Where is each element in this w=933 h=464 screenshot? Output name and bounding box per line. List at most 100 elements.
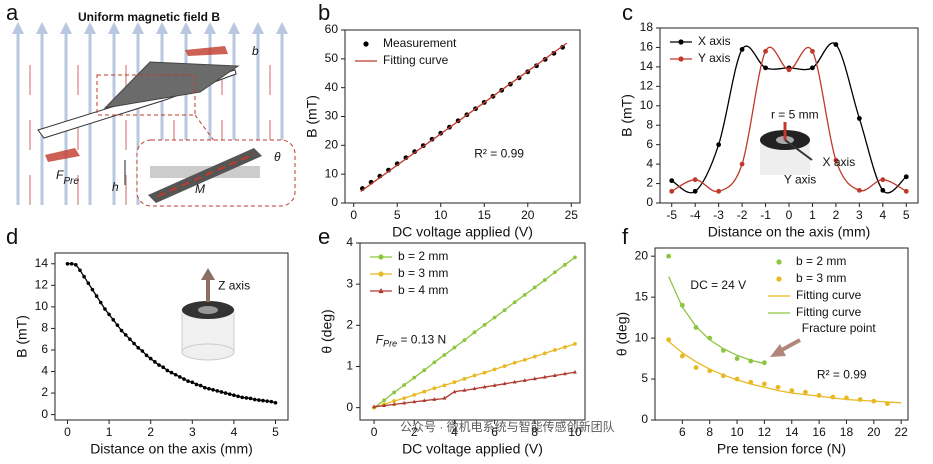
y-tick-label: 6 bbox=[646, 137, 653, 151]
marker bbox=[157, 363, 161, 367]
panel-label: e bbox=[318, 224, 330, 249]
marker bbox=[692, 177, 698, 183]
y-tick-label: 1 bbox=[346, 359, 353, 373]
marker bbox=[563, 262, 567, 267]
y-tick-label: 50 bbox=[325, 51, 339, 65]
annotation: R² = 0.99 bbox=[817, 367, 867, 381]
marker bbox=[472, 373, 477, 378]
marker bbox=[422, 389, 427, 394]
x-tick-label: 1 bbox=[106, 425, 113, 439]
marker bbox=[261, 398, 265, 403]
annotation: r = 5 mm bbox=[771, 108, 819, 122]
marker bbox=[762, 381, 767, 387]
x-tick-label: 5 bbox=[903, 208, 910, 222]
y-axis-title: B (mT) bbox=[304, 95, 320, 138]
y-tick-label: 60 bbox=[325, 22, 339, 36]
x-tick-label: 2 bbox=[833, 208, 840, 222]
annotation-subscript: Pre bbox=[383, 339, 397, 349]
fracture-arrow bbox=[770, 338, 801, 357]
marker bbox=[265, 399, 269, 403]
marker bbox=[378, 271, 384, 277]
marker bbox=[563, 345, 567, 350]
marker bbox=[452, 345, 457, 350]
marker bbox=[789, 388, 795, 393]
marker bbox=[98, 300, 103, 305]
zoom-box bbox=[96, 74, 196, 116]
marker bbox=[402, 383, 407, 387]
series-line bbox=[668, 340, 902, 404]
zoom-line bbox=[194, 114, 216, 143]
y-tick-label: 8 bbox=[646, 117, 653, 131]
marker bbox=[186, 379, 190, 384]
y-axis-title: θ (deg) bbox=[614, 312, 630, 356]
marker bbox=[432, 360, 437, 365]
marker bbox=[763, 65, 768, 71]
marker bbox=[86, 281, 91, 285]
marker bbox=[880, 187, 886, 193]
marker bbox=[240, 395, 245, 400]
x-tick-label: 3 bbox=[189, 425, 196, 439]
y-tick-label: 12 bbox=[35, 277, 49, 291]
x-tick-label: 1 bbox=[809, 208, 816, 222]
marker bbox=[734, 356, 740, 361]
marker bbox=[252, 397, 257, 402]
marker bbox=[492, 367, 497, 372]
marker bbox=[412, 392, 417, 397]
x-tick-label: 8 bbox=[531, 425, 538, 439]
x-tick-label: 14 bbox=[785, 425, 799, 439]
x-axis-title: Pre tension force (N) bbox=[717, 441, 846, 457]
y-tick-label: 10 bbox=[635, 330, 649, 344]
series-line bbox=[360, 42, 568, 192]
marker bbox=[857, 397, 863, 402]
x-tick-label: -2 bbox=[737, 208, 748, 222]
marker bbox=[442, 383, 447, 388]
marker bbox=[716, 188, 722, 194]
x-tick-label: 5 bbox=[394, 208, 401, 222]
marker bbox=[107, 312, 111, 317]
marker bbox=[115, 323, 120, 327]
marker bbox=[856, 187, 862, 193]
marker bbox=[248, 396, 253, 401]
x-tick-label: 20 bbox=[521, 208, 535, 222]
y-tick-label: 15 bbox=[635, 289, 649, 303]
panel-label: a bbox=[6, 0, 19, 25]
marker bbox=[522, 358, 527, 362]
marker bbox=[462, 338, 467, 343]
marker bbox=[552, 373, 557, 377]
annotation: FPre = 0.13 N bbox=[376, 333, 446, 349]
marker bbox=[190, 380, 195, 385]
marker bbox=[90, 287, 95, 292]
series-line bbox=[668, 276, 765, 365]
legend-label: X axis bbox=[698, 34, 731, 48]
marker bbox=[132, 341, 136, 346]
marker bbox=[382, 398, 387, 403]
force-arrow bbox=[45, 148, 80, 162]
x-tick-label: 0 bbox=[786, 208, 793, 222]
marker bbox=[762, 360, 767, 366]
marker bbox=[560, 44, 565, 50]
annotation: Y axis bbox=[784, 172, 816, 186]
marker bbox=[442, 353, 447, 357]
panel-label: b bbox=[318, 0, 330, 25]
marker bbox=[148, 356, 153, 361]
legend-label: Fitting curve bbox=[796, 305, 862, 319]
plot-frame bbox=[359, 242, 586, 421]
marker bbox=[144, 353, 149, 358]
y-tick-label: 3 bbox=[346, 276, 353, 290]
x-tick-label: 10 bbox=[730, 425, 744, 439]
y-tick-label: 14 bbox=[35, 256, 49, 270]
marker bbox=[669, 178, 675, 184]
marker bbox=[666, 253, 672, 259]
marker bbox=[810, 48, 815, 54]
annotation: DC = 24 V bbox=[690, 278, 746, 292]
y-tick-label: 10 bbox=[325, 166, 339, 180]
legend-label: b = 2 mm bbox=[796, 254, 846, 268]
x-tick-label: -4 bbox=[690, 208, 701, 222]
marker bbox=[472, 386, 477, 391]
watermark: 公众号 · 微机电系统与智能传感创新团队 bbox=[400, 419, 615, 434]
marker bbox=[211, 388, 215, 392]
x-tick-label: 6 bbox=[679, 425, 686, 439]
y-axis-title: θ (deg) bbox=[319, 309, 335, 353]
marker bbox=[412, 399, 417, 404]
x-axis-title: DC voltage applied (V) bbox=[392, 224, 533, 240]
